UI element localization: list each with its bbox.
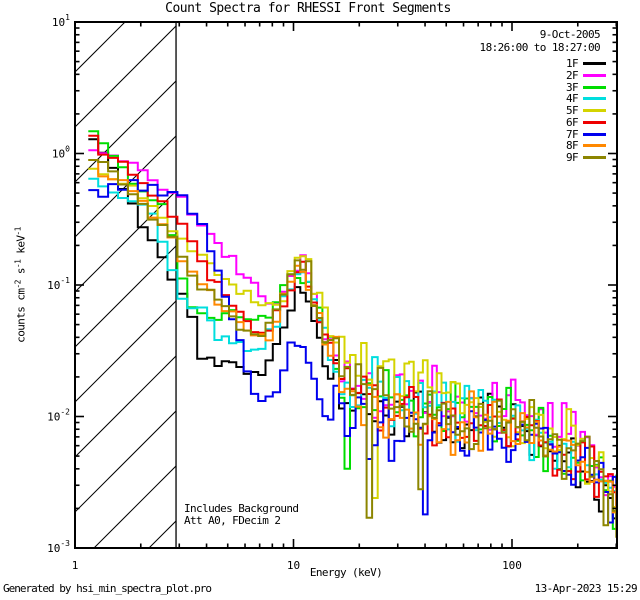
legend-color-swatch xyxy=(583,132,606,136)
legend-label: 6F xyxy=(565,115,579,129)
annotation-includes-background: Includes Background xyxy=(184,502,299,515)
legend-color-swatch xyxy=(583,97,606,101)
legend-label: 4F xyxy=(565,92,579,106)
legend-item-4F: 4F xyxy=(550,92,606,106)
legend-item-8F: 8F xyxy=(550,139,606,153)
legend-color-swatch xyxy=(583,62,606,65)
legend-label: 2F xyxy=(565,68,579,82)
legend-label: 9F xyxy=(565,151,579,164)
legend-item-7F: 7F xyxy=(550,127,606,141)
legend-color-swatch xyxy=(583,120,606,124)
legend-label: 3F xyxy=(565,80,579,94)
axis-ticks xyxy=(74,21,618,549)
x-axis-label: Energy (keV) xyxy=(309,566,383,579)
legend-item-9F: 9F xyxy=(550,151,606,164)
series-curves xyxy=(88,130,617,538)
x-tick-label: 1 xyxy=(72,559,79,572)
y-tick-label: 101 xyxy=(52,13,70,29)
annotation-attenuator-state: Att A0, FDecim 2 xyxy=(184,514,281,527)
axis-tick-labels: 1 10 100 101 100 10-1 10-2 10-3 xyxy=(47,13,522,572)
y-axis-label: counts cm-2 s-1 keV-1 xyxy=(13,227,28,343)
legend-item-3F: 3F xyxy=(550,80,606,94)
y-tick-label: 10-2 xyxy=(47,408,70,424)
x-tick-label: 100 xyxy=(502,559,522,572)
legend-label: 1F xyxy=(565,57,579,70)
y-tick-label: 100 xyxy=(52,145,70,161)
legend-color-swatch xyxy=(583,85,606,89)
legend-item-5F: 5F xyxy=(550,104,606,117)
page-title: Count Spectra for RHESSI Front Segments xyxy=(165,1,451,16)
legend-color-swatch xyxy=(583,73,606,77)
observation-time-range: 18:26:00 to 18:27:00 xyxy=(479,41,601,54)
generated-by-text: Generated by hsi_min_spectra_plot.pro xyxy=(3,582,212,595)
legend-label: 7F xyxy=(565,127,579,141)
legend-color-swatch xyxy=(583,144,606,148)
x-tick-label: 10 xyxy=(287,559,300,572)
legend-label: 8F xyxy=(565,139,579,153)
plot-timestamp: 13-Apr-2023 15:29 xyxy=(534,582,638,595)
series-curve-9F xyxy=(88,159,617,538)
y-tick-label: 10-3 xyxy=(47,539,70,555)
legend-item-6F: 6F xyxy=(550,115,606,129)
legend-item-2F: 2F xyxy=(550,68,606,82)
legend-item-1F: 1F xyxy=(550,57,606,70)
series-curve-5F xyxy=(88,167,617,518)
legend-label: 5F xyxy=(565,104,579,117)
observation-date: 9-Oct-2005 xyxy=(539,28,601,41)
y-tick-label: 10-1 xyxy=(47,276,70,292)
legend-color-swatch xyxy=(583,156,606,159)
legend-color-swatch xyxy=(583,109,606,112)
